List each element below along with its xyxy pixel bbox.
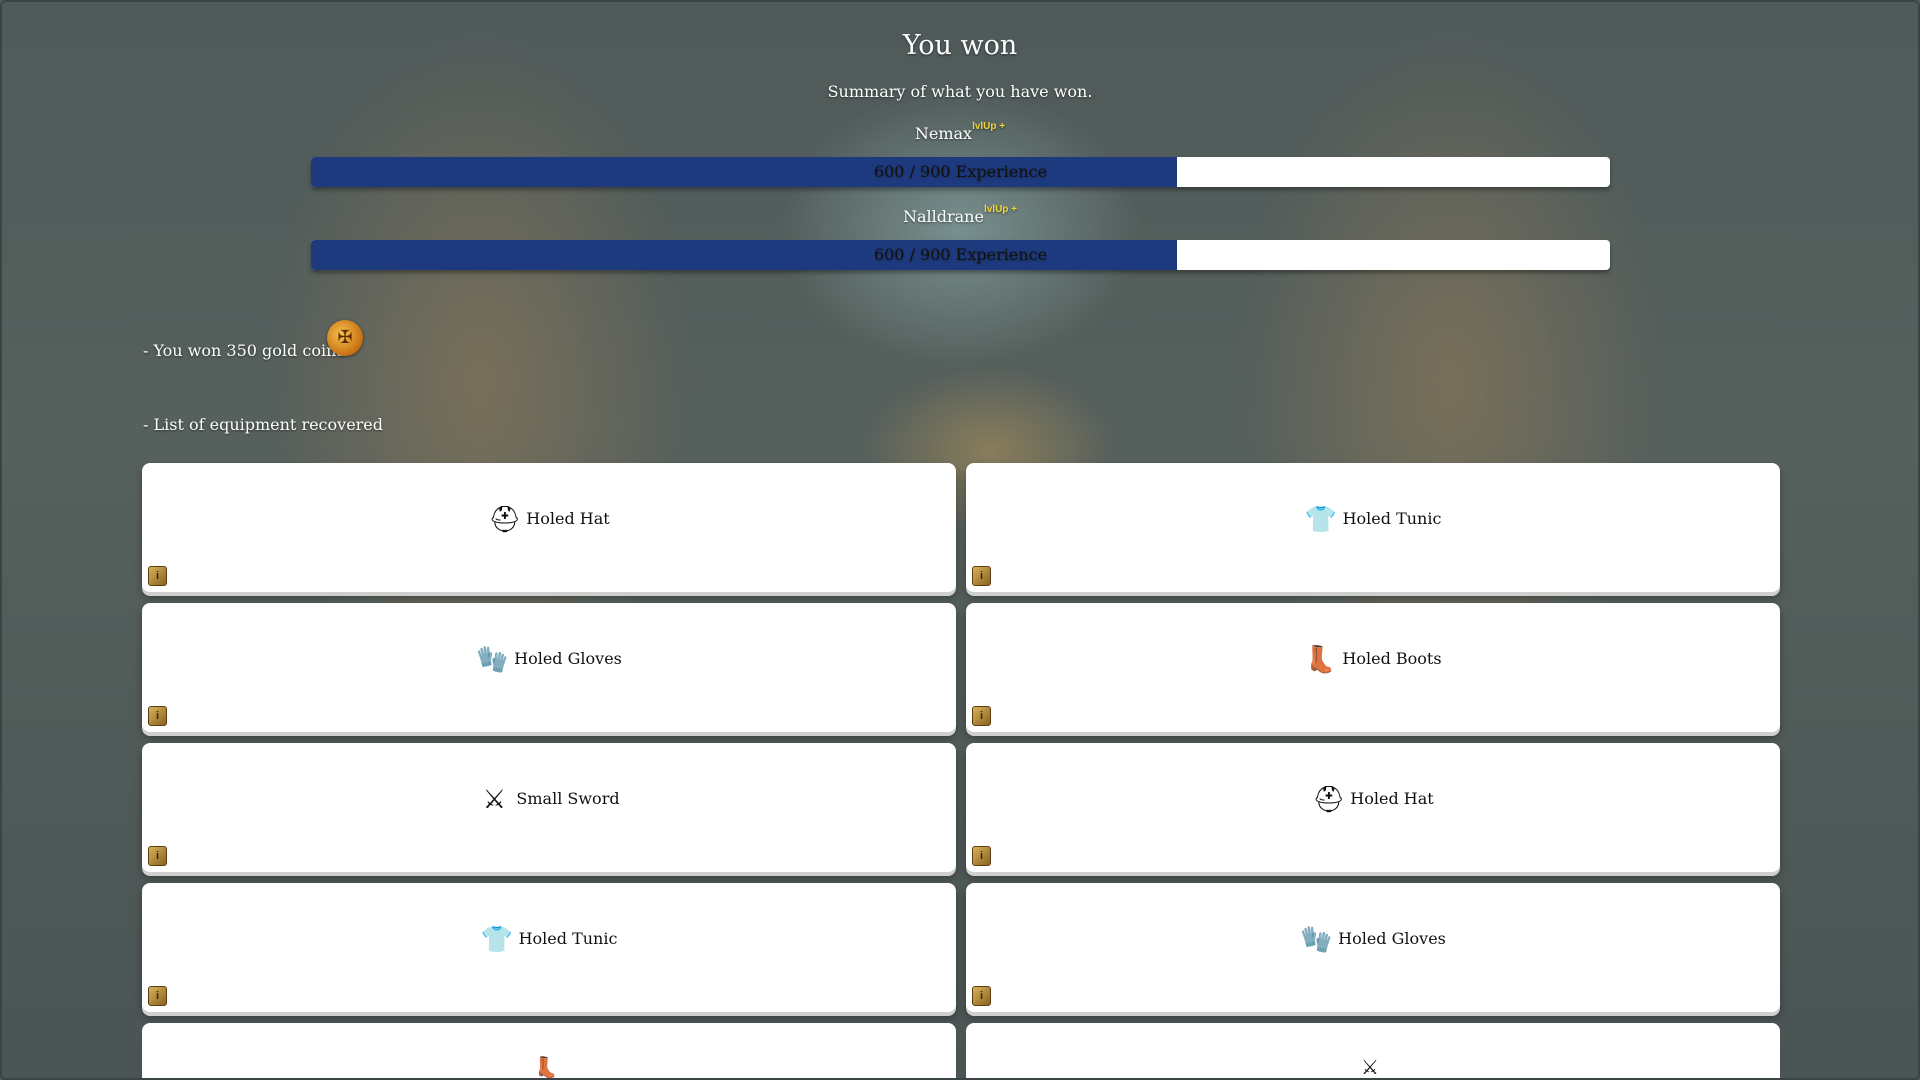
- equipment-item: 👕 Holed Tunic: [966, 499, 1780, 539]
- item-info-book-icon[interactable]: i: [972, 986, 991, 1006]
- experience-fill: [311, 157, 1177, 187]
- tunic-icon: 👕: [1304, 504, 1337, 535]
- equipment-card[interactable]: 🧤 Holed Gloves i: [966, 883, 1780, 1012]
- item-info-book-icon[interactable]: i: [972, 566, 991, 586]
- page-title: You won: [902, 30, 1018, 61]
- helmet-icon: ⛑: [1312, 784, 1346, 815]
- equipment-item: 👢 Holed Boots: [966, 639, 1780, 679]
- gold-coin-icon: ✠: [327, 320, 363, 356]
- equipment-card[interactable]: 👢: [142, 1023, 956, 1078]
- gold-reward-text: - You won 350 gold coins: [143, 341, 345, 360]
- item-info-book-icon[interactable]: i: [148, 986, 167, 1006]
- equipment-name: Holed Gloves: [1338, 929, 1446, 948]
- gloves-icon: 🧤: [476, 644, 509, 675]
- equipment-card[interactable]: 👕 Holed Tunic i: [142, 883, 956, 1012]
- equipment-card[interactable]: ⚔ Small Sword i: [142, 743, 956, 872]
- helmet-icon: ⛑: [488, 504, 522, 535]
- item-info-book-icon[interactable]: i: [972, 706, 991, 726]
- boots-icon: 👢: [533, 1054, 559, 1079]
- equipment-name: Holed Hat: [1350, 789, 1434, 808]
- equipment-item: 👢: [142, 1055, 956, 1078]
- item-info-book-icon[interactable]: i: [148, 706, 167, 726]
- equipment-card[interactable]: 👕 Holed Tunic i: [966, 463, 1780, 592]
- equipment-name: Holed Hat: [526, 509, 610, 528]
- equipment-heading: - List of equipment recovered: [143, 415, 384, 434]
- equipment-item: 🧤 Holed Gloves: [142, 639, 956, 679]
- equipment-item: ⚔ Small Sword: [142, 779, 956, 819]
- party-member-name: NemaxlvlUp +: [0, 120, 1920, 143]
- item-info-book-icon[interactable]: i: [972, 846, 991, 866]
- tunic-icon: 👕: [480, 924, 513, 955]
- gloves-icon: 🧤: [1300, 924, 1333, 955]
- member-name: Nemax: [914, 124, 973, 143]
- equipment-item: ⛑ Holed Hat: [142, 499, 956, 539]
- equipment-card[interactable]: ⛑ Holed Hat i: [966, 743, 1780, 872]
- equipment-item: ⛑ Holed Hat: [966, 779, 1780, 819]
- sword-icon: ⚔: [1361, 1054, 1379, 1079]
- level-up-badge: lvlUp +: [972, 120, 1006, 132]
- item-info-book-icon[interactable]: i: [148, 846, 167, 866]
- item-info-book-icon[interactable]: i: [148, 566, 167, 586]
- equipment-item: 👕 Holed Tunic: [142, 919, 956, 959]
- equipment-name: Holed Boots: [1342, 649, 1442, 668]
- experience-text: 600 / 900 Experience: [873, 245, 1048, 264]
- equipment-name: Holed Tunic: [518, 929, 618, 948]
- level-up-badge: lvlUp +: [983, 203, 1018, 215]
- equipment-card[interactable]: ⚔: [966, 1023, 1780, 1078]
- equipment-name: Small Sword: [516, 789, 620, 808]
- experience-bar: 600 / 900 Experience: [311, 157, 1610, 187]
- equipment-name: Holed Gloves: [514, 649, 622, 668]
- boots-icon: 👢: [1304, 644, 1337, 675]
- equipment-card[interactable]: 🧤 Holed Gloves i: [142, 603, 956, 732]
- sword-icon: ⚔: [482, 784, 507, 815]
- experience-fill: [311, 240, 1177, 270]
- equipment-item: 🧤 Holed Gloves: [966, 919, 1780, 959]
- page-subtitle: Summary of what you have won.: [827, 82, 1093, 101]
- party-member-name: NalldranelvlUp +: [0, 203, 1920, 226]
- equipment-card[interactable]: 👢 Holed Boots i: [966, 603, 1780, 732]
- equipment-name: Holed Tunic: [1342, 509, 1442, 528]
- equipment-card[interactable]: ⛑ Holed Hat i: [142, 463, 956, 592]
- experience-text: 600 / 900 Experience: [873, 162, 1048, 181]
- experience-bar: 600 / 900 Experience: [311, 240, 1610, 270]
- equipment-item: ⚔: [966, 1055, 1780, 1078]
- member-name: Nalldrane: [902, 207, 984, 226]
